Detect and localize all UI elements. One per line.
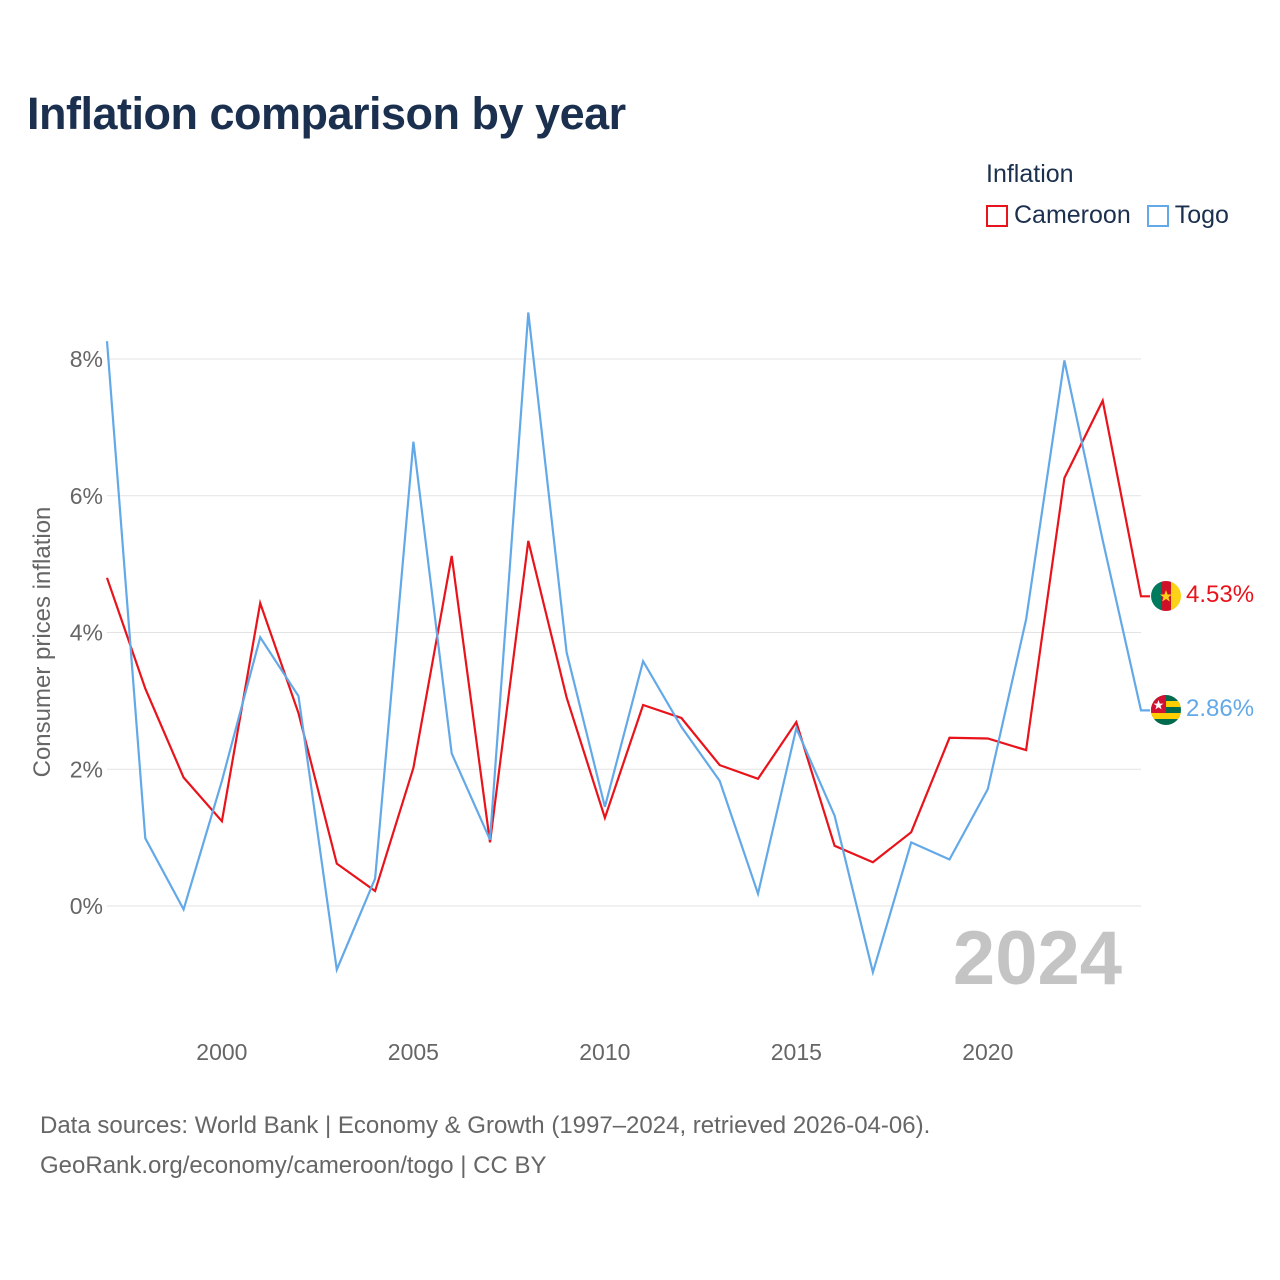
- y-tick-label: 6%: [70, 483, 103, 509]
- end-value-togo: 2.86%: [1186, 695, 1254, 722]
- legend-swatch-togo: [1146, 204, 1169, 227]
- togo-flag-icon: [1151, 695, 1181, 725]
- gridlines: [107, 358, 1141, 907]
- legend-label-cameroon: Cameroon: [1014, 201, 1131, 229]
- y-tick-label: 4%: [70, 620, 103, 646]
- end-value-cameroon: 4.53%: [1186, 581, 1254, 608]
- y-tick-label: 8%: [70, 346, 103, 372]
- legend-item-cameroon[interactable]: Cameroon: [986, 201, 1131, 230]
- series-line-cameroon: [105, 397, 1150, 893]
- attribution-line[interactable]: GeoRank.org/economy/cameroon/togo | CC B…: [40, 1152, 547, 1179]
- legend-swatch-cameroon: [986, 204, 1008, 227]
- year-watermark: 2024: [953, 916, 1122, 1001]
- cameroon-flag-icon: [1151, 581, 1181, 611]
- sources-line: Data sources: World Bank | Economy & Gro…: [40, 1112, 931, 1139]
- legend: Inflation Cameroon Togo: [986, 160, 1245, 230]
- x-tick-label: 2010: [579, 1039, 630, 1065]
- y-tick-label: 2%: [70, 756, 103, 782]
- legend-item-togo[interactable]: Togo: [1146, 201, 1229, 230]
- y-tick-label: 0%: [70, 893, 103, 919]
- end-label-togo: 2.86%: [1151, 695, 1254, 725]
- page-title: Inflation comparison by year: [27, 88, 626, 139]
- data-sources: Data sources: World Bank | Economy & Gro…: [40, 1106, 930, 1186]
- legend-title: Inflation: [986, 160, 1074, 188]
- y-axis-ticks: 0% 2% 4% 6% 8%: [70, 346, 103, 919]
- x-axis-ticks: 2000 2005 2010 2015 2020: [196, 1039, 1013, 1065]
- x-tick-label: 2020: [962, 1039, 1013, 1065]
- series-line-togo: [105, 312, 1150, 977]
- x-tick-label: 2005: [388, 1039, 439, 1065]
- legend-label-togo: Togo: [1174, 201, 1229, 229]
- end-label-cameroon: 4.53%: [1151, 581, 1254, 611]
- x-tick-label: 2015: [771, 1039, 822, 1065]
- y-axis-label: Consumer prices inflation: [29, 507, 56, 778]
- x-tick-label: 2000: [196, 1039, 247, 1065]
